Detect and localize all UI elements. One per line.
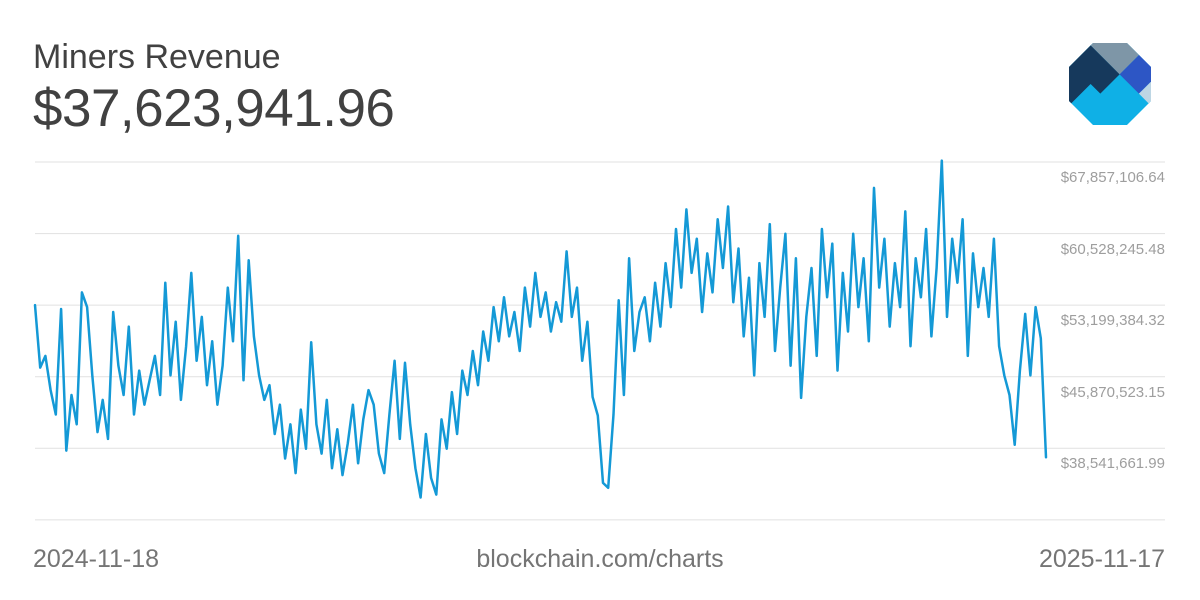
- y-axis-label: $60,528,245.48: [1060, 240, 1165, 258]
- logo-pale-piece: [1138, 74, 1152, 104]
- page-title: Miners Revenue: [33, 38, 281, 76]
- blockchain-logo: [1068, 42, 1152, 126]
- y-axis-label: $45,870,523.15: [1060, 383, 1165, 401]
- logo-slate-piece: [1090, 42, 1139, 75]
- source-link-text: blockchain.com/charts: [476, 545, 724, 573]
- y-axis-label: $67,857,106.64: [1060, 169, 1165, 186]
- logo-royal-piece: [1119, 55, 1152, 94]
- x-axis-end-date: 2025-11-17: [1038, 545, 1165, 573]
- logo-navy-piece: [1068, 45, 1120, 104]
- revenue-line-series: [33, 159, 1048, 499]
- y-axis-label: $53,199,384.32: [1060, 312, 1165, 330]
- y-axis-label: $38,541,661.99: [1060, 455, 1165, 473]
- current-value: $37,623,941.96: [33, 79, 395, 138]
- x-axis-start-date: 2024-11-18: [33, 545, 160, 573]
